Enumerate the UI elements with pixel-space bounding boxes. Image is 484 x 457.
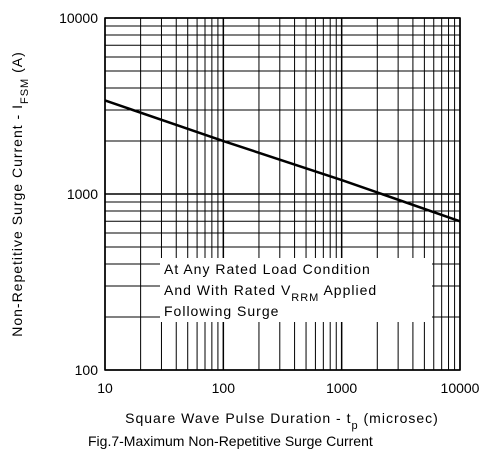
text-part: (microsec) <box>359 410 439 426</box>
text-part: And With Rated V <box>164 282 291 298</box>
chart-title: Fig.7-Maximum Non-Repetitive Surge Curre… <box>88 433 373 449</box>
annotation-box <box>160 258 432 322</box>
x-tick-label: 100 <box>212 380 236 396</box>
data-line <box>104 99 461 223</box>
x-tick-label: 1000 <box>326 380 357 396</box>
annotation: Following Surge <box>164 303 279 319</box>
y-tick-label: 100 <box>75 362 99 378</box>
text-part: Non-Repetitive Surge Current - I <box>9 104 25 337</box>
plot-frame <box>104 17 461 371</box>
annotation: And With Rated VRRM Applied <box>164 282 377 304</box>
y-tick-label: 10000 <box>59 10 98 26</box>
y-tick-label: 1000 <box>67 186 98 202</box>
text-part: (A) <box>9 51 25 78</box>
text-part: Applied <box>319 282 377 298</box>
text-part: Square Wave Pulse Duration - t <box>125 410 351 426</box>
subscript: p <box>352 420 359 432</box>
x-tick-label: 10000 <box>441 380 480 396</box>
text-part: At Any Rated Load Condition <box>164 261 371 277</box>
subscript: RRM <box>291 292 319 304</box>
x-axis-label: Square Wave Pulse Duration - tp (microse… <box>125 410 439 432</box>
subscript: FSM <box>19 78 31 104</box>
text-part: Following Surge <box>164 303 279 319</box>
y-axis-label: Non-Repetitive Surge Current - IFSM (A) <box>9 51 31 337</box>
x-tick-label: 10 <box>97 380 113 396</box>
annotation: At Any Rated Load Condition <box>164 261 371 277</box>
